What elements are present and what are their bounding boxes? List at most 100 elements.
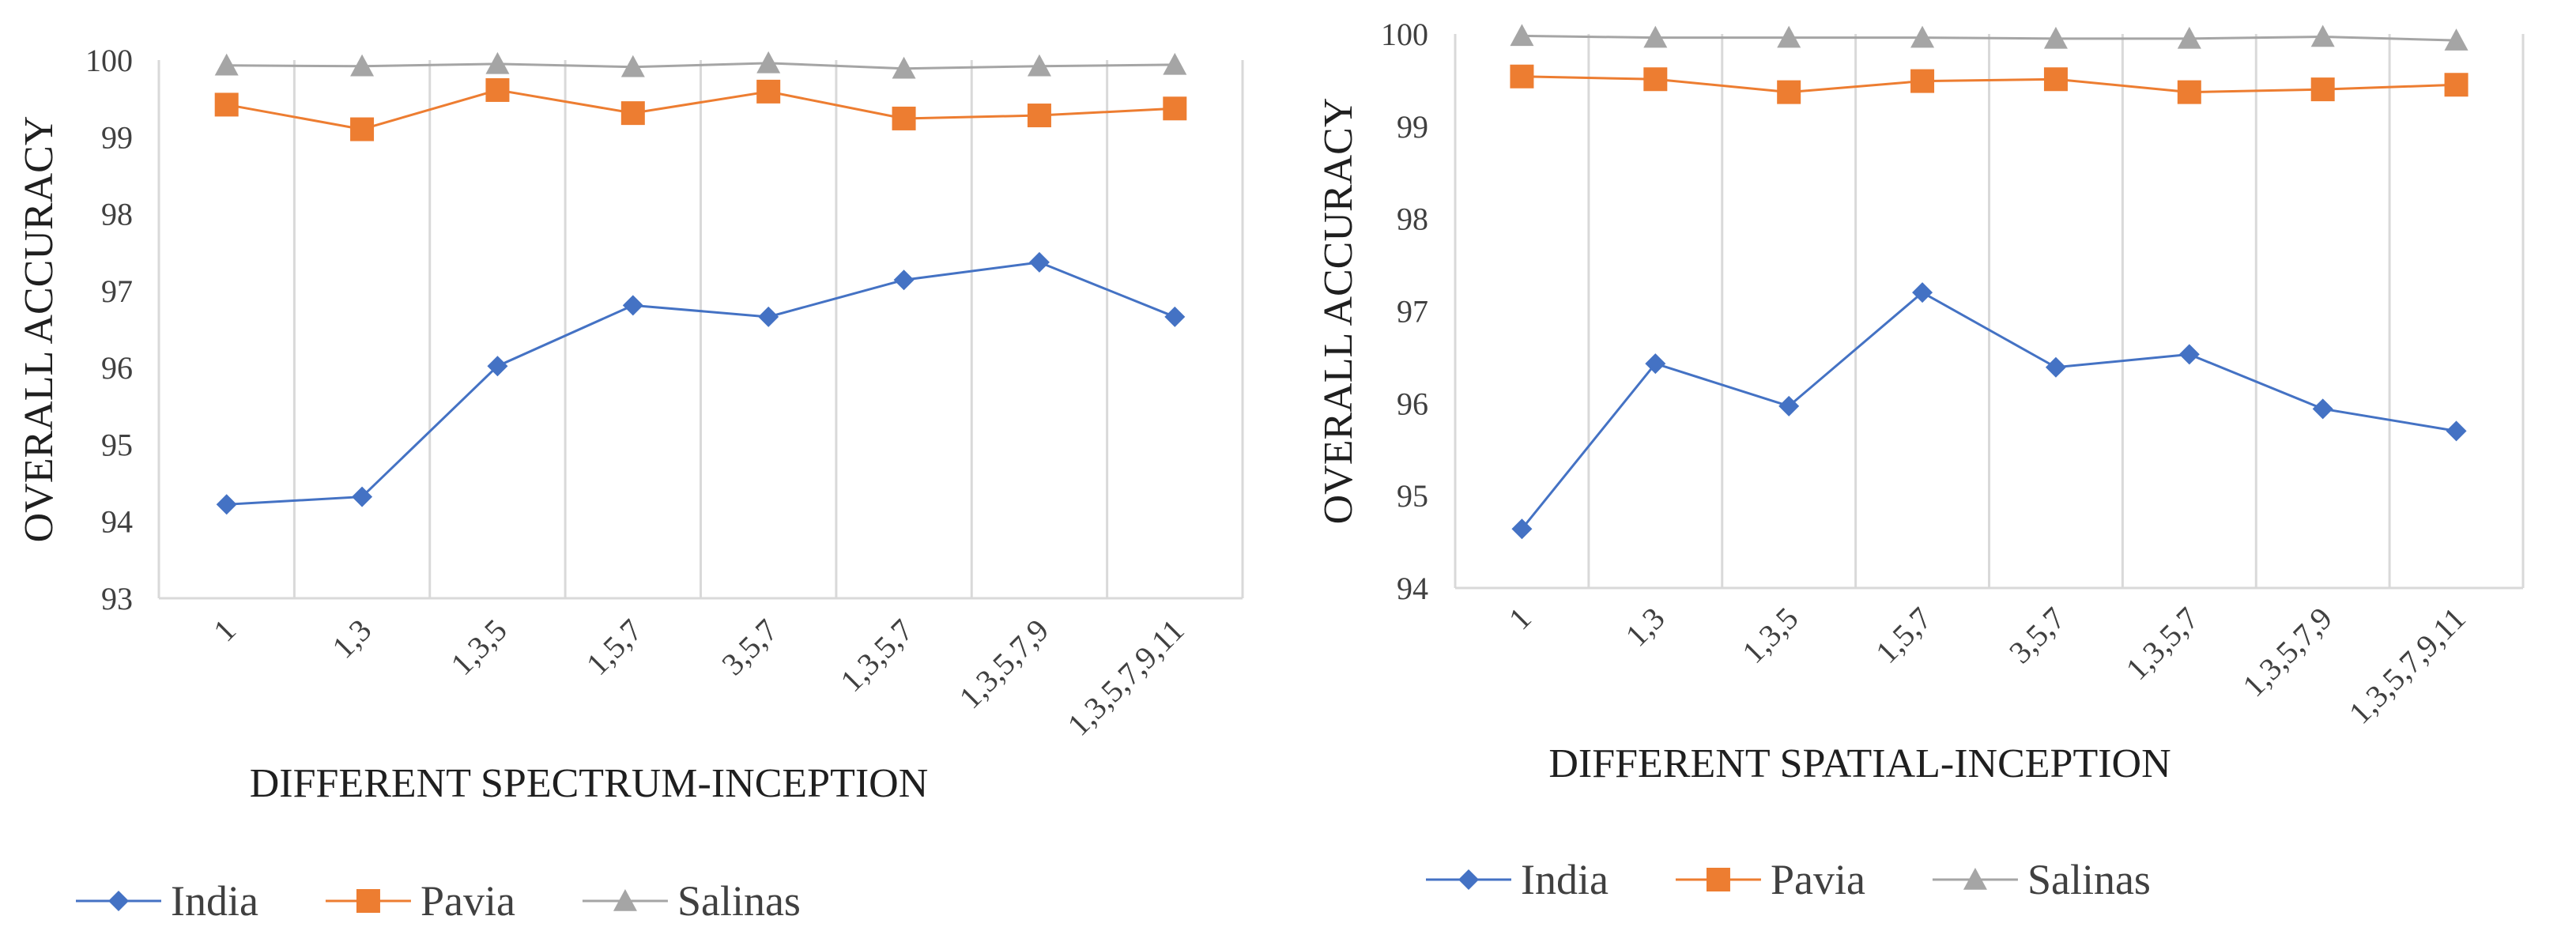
data-point-salinas	[1643, 25, 1668, 48]
data-point-salinas	[2310, 24, 2335, 47]
legend-label: Pavia	[421, 877, 515, 925]
data-point-pavia	[1027, 104, 1051, 128]
data-point-india	[1778, 395, 1800, 416]
data-point-salinas	[1777, 25, 1801, 48]
legend-item-pavia: Pavia	[1675, 856, 1865, 903]
data-point-pavia	[2444, 73, 2469, 97]
y-tick-label: 98	[1397, 202, 1428, 237]
data-point-salinas	[2177, 26, 2201, 49]
series-line-salinas	[226, 62, 1175, 70]
data-point-salinas	[1163, 52, 1187, 75]
data-point-india	[2178, 344, 2200, 365]
data-point-salinas	[620, 55, 645, 77]
legend-marker	[356, 889, 380, 913]
x-tick-label: 1,3,5,7,9	[2235, 601, 2339, 704]
legend-label: Salinas	[677, 877, 801, 925]
data-point-pavia	[756, 79, 781, 104]
data-point-india	[1645, 353, 1666, 375]
data-point-pavia	[1163, 96, 1187, 121]
data-point-pavia	[620, 101, 645, 126]
data-point-pavia	[2043, 67, 2068, 92]
y-tick-label: 97	[1397, 294, 1428, 330]
y-tick-label: 94	[1397, 571, 1428, 606]
legend-label: Salinas	[2027, 856, 2151, 903]
legend-item-pavia: Pavia	[325, 877, 515, 925]
x-tick-label: 1,3,5	[443, 612, 513, 682]
data-point-india	[1028, 251, 1050, 273]
y-axis-title: OVERALL ACCURACY	[17, 116, 62, 543]
data-point-india	[1164, 306, 1186, 327]
x-tick-label: 1,3	[325, 612, 378, 665]
y-tick-label: 99	[1397, 109, 1428, 145]
series-line-india	[226, 261, 1175, 506]
data-point-india	[2312, 398, 2333, 420]
legend-item-india: India	[1426, 856, 1609, 903]
data-point-india	[2045, 356, 2066, 378]
legend-label: Pavia	[1771, 856, 1865, 903]
series-line-pavia	[226, 89, 1175, 131]
x-axis-title: DIFFERENT SPECTRUM-INCEPTION	[250, 761, 929, 806]
legend-item-salinas: Salinas	[1932, 856, 2151, 903]
legend-marker	[613, 889, 637, 911]
y-tick-label: 93	[101, 581, 133, 616]
y-tick-label: 95	[1397, 478, 1428, 514]
series-line-salinas	[1522, 34, 2457, 42]
x-tick-label: 1,3,5,7,9	[952, 612, 1055, 716]
legend-marker	[1458, 869, 1479, 890]
data-point-pavia	[1910, 69, 1935, 93]
data-point-india	[893, 269, 915, 291]
x-tick-label: 1,3,5,7	[833, 612, 920, 699]
y-tick-label: 99	[101, 119, 133, 155]
y-tick-label: 95	[101, 427, 133, 462]
data-point-india	[216, 494, 237, 515]
y-tick-label: 98	[101, 197, 133, 232]
y-tick-label: 100	[85, 43, 133, 78]
data-point-pavia	[214, 92, 239, 117]
data-point-salinas	[892, 56, 916, 79]
data-point-pavia	[2177, 80, 2201, 104]
data-point-pavia	[2310, 77, 2335, 102]
y-tick-label: 100	[1381, 17, 1428, 52]
y-axis-title: OVERALL ACCURACY	[1316, 98, 1361, 525]
x-tick-label: 1,5,7	[1869, 601, 1938, 670]
data-point-india	[622, 295, 643, 316]
legend-item-india: India	[76, 877, 258, 925]
data-point-india	[1511, 518, 1533, 540]
data-point-salinas	[350, 54, 375, 77]
chart-1: 93 94 95 96 97 98 99 100 1 1,3 1,3,5 1,5,7 3,5,7 1,3,…	[17, 43, 1244, 925]
legend-marker	[1963, 868, 1987, 890]
data-point-salinas	[2043, 26, 2068, 49]
data-point-pavia	[1777, 80, 1801, 104]
data-point-india	[352, 486, 373, 507]
x-tick-label: 3,5,7	[2002, 601, 2072, 670]
y-tick-label: 94	[101, 504, 133, 540]
x-tick-label: 1,3,5,7,9,11	[1061, 612, 1191, 743]
series-line-pavia	[1522, 75, 2457, 94]
x-tick-label: 1,3	[1619, 601, 1672, 654]
data-point-india	[1912, 282, 1933, 303]
chart-2: 94 95 96 97 98 99 100 1 1,3 1,3,5 1,5,7 3,5,7 1,3,5,…	[1316, 17, 2525, 903]
series-line-india	[1521, 291, 2457, 530]
data-point-pavia	[485, 77, 510, 102]
legend-marker	[108, 891, 129, 911]
data-point-salinas	[756, 51, 781, 73]
y-tick-label: 96	[101, 350, 133, 386]
x-tick-label: 1	[206, 612, 243, 649]
data-point-pavia	[892, 106, 916, 130]
data-point-salinas	[1027, 54, 1051, 77]
x-tick-label: 1	[1502, 601, 1538, 637]
data-point-india	[2446, 420, 2467, 442]
legend-label: India	[171, 877, 258, 925]
data-point-india	[487, 356, 508, 377]
x-tick-label: 3,5,7	[715, 612, 784, 682]
data-point-salinas	[214, 53, 239, 76]
x-tick-label: 1,3,5,7	[2119, 601, 2206, 688]
x-tick-label: 1,3,5,7,9,11	[2342, 601, 2472, 731]
data-point-salinas	[485, 51, 510, 74]
data-point-pavia	[350, 117, 375, 141]
data-point-pavia	[1510, 64, 1534, 89]
y-tick-label: 96	[1397, 386, 1428, 421]
data-point-pavia	[1643, 67, 1668, 92]
